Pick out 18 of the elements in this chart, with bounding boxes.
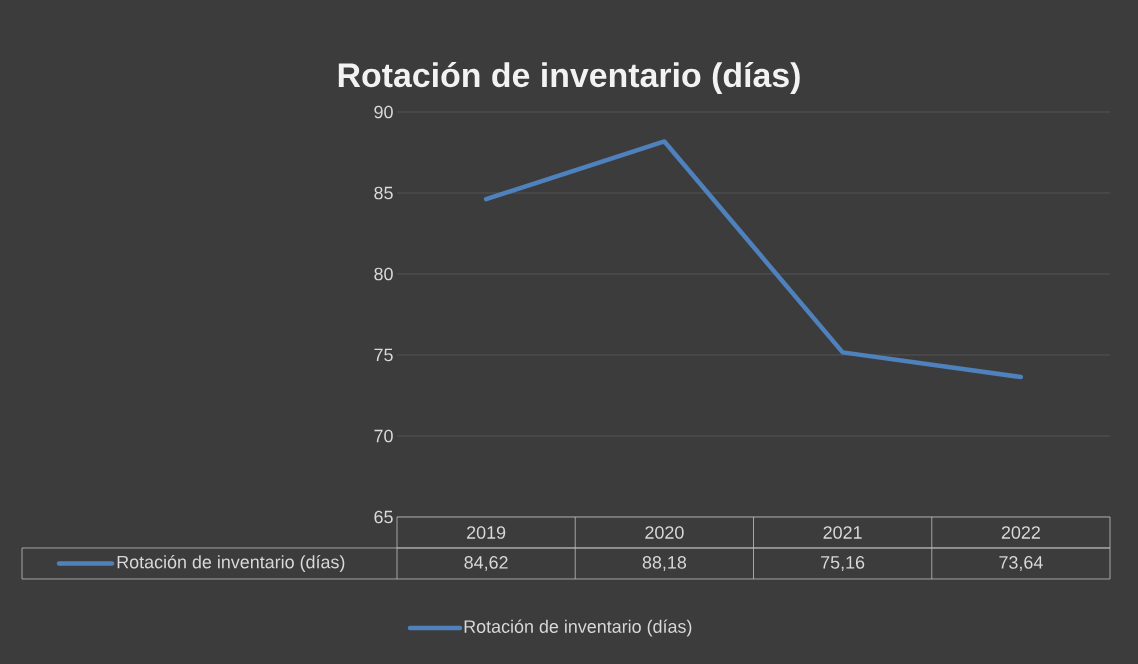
y-tick-label: 80 [374, 267, 393, 281]
y-tick-label: 70 [374, 429, 393, 443]
data-label: 84,62 [464, 556, 508, 571]
x-tick-label: 2019 [467, 526, 506, 539]
y-tick-label: 75 [374, 348, 393, 362]
x-tick-label: 2021 [823, 526, 862, 539]
legend-label: Rotación de inventario (días) [117, 555, 345, 572]
y-tick-label: 65 [374, 510, 393, 524]
data-label: 88,18 [642, 556, 687, 571]
x-tick-label: 2022 [1001, 526, 1040, 539]
data-label: 75,16 [821, 556, 865, 571]
chart-title: Rotación de inventario (días) [338, 62, 800, 94]
line-series [483, 139, 1024, 380]
y-tick-label: 90 [374, 105, 393, 119]
x-tick-label: 2020 [645, 526, 684, 539]
data-label: 73,64 [999, 556, 1043, 571]
text: Rotación de inventario (días) [464, 619, 692, 637]
y-tick-label: 85 [374, 186, 393, 200]
